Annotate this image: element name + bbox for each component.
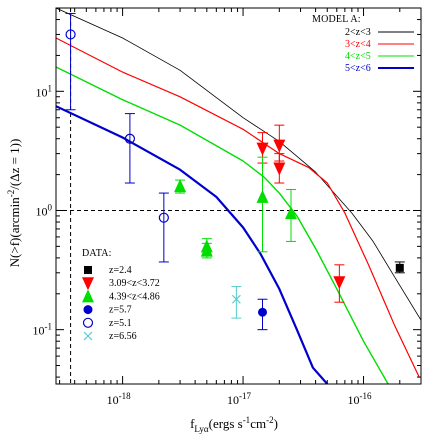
model-legend-label: 2<z<3 <box>345 27 371 38</box>
point-marker <box>124 133 136 144</box>
point-marker <box>65 29 76 40</box>
axes: 10-18 10-17 10-16 10-1 100 101 <box>33 7 422 407</box>
data-point <box>158 192 169 263</box>
y-tick-label: 100 <box>36 202 53 218</box>
model-legend-label: 4<z<5 <box>345 51 371 62</box>
data-legend-marker <box>84 266 92 274</box>
x-tick-label: 10-17 <box>227 391 251 407</box>
data-point <box>284 188 297 242</box>
point-marker <box>395 263 404 272</box>
model-legend-title: MODEL A: <box>312 14 361 25</box>
cross-stroke <box>83 331 93 341</box>
point-marker <box>273 139 286 153</box>
model-curve-0 <box>56 8 421 321</box>
y-axis-label: N(>f)(arcmin-2/(Δz = 1)) <box>6 139 22 268</box>
data-point <box>256 156 269 253</box>
data-point <box>231 286 242 319</box>
point-marker <box>333 276 346 290</box>
data-legend: DATA: z=2.4 3.09<z<3.72 4.39<z<4.86 z=5.7 z=5… <box>82 248 160 342</box>
data-legend-marker <box>82 277 94 291</box>
data-legend-label: 4.39<z<4.86 <box>109 291 160 302</box>
model-legend-label: 5<z<6 <box>345 63 371 74</box>
point-marker <box>257 307 267 317</box>
point-marker <box>200 243 213 257</box>
data-legend-label: z=2.4 <box>109 265 132 276</box>
data-point <box>174 179 187 194</box>
data-point <box>200 242 213 259</box>
y-tick-label: 101 <box>36 83 53 99</box>
model-curve-3 <box>56 105 329 384</box>
data-point <box>124 113 136 184</box>
data-legend-label: z=5.1 <box>109 318 132 329</box>
model-curves <box>56 8 421 384</box>
point-marker <box>158 212 169 223</box>
data-legend-title: DATA: <box>82 248 112 259</box>
point-marker <box>273 162 286 176</box>
point-marker <box>256 142 269 156</box>
reference-lines <box>56 8 421 384</box>
data-points <box>65 12 405 331</box>
model-curve-2 <box>56 66 389 384</box>
point-marker <box>174 179 187 193</box>
data-legend-marker <box>83 331 93 341</box>
data-legend-label: z=5.7 <box>109 305 132 316</box>
model-curve-1 <box>56 37 420 378</box>
data-legend-marker <box>82 317 94 328</box>
data-point <box>273 153 286 184</box>
x-tick-label: 10-16 <box>348 391 372 407</box>
model-legend: MODEL A: 2<z<33<z<44<z<55<z<6 <box>312 14 414 74</box>
point-marker <box>256 189 269 203</box>
cross-stroke <box>231 294 241 304</box>
data-legend-label: 3.09<z<3.72 <box>109 278 160 289</box>
x-axis-label: fLyα(ergs s-1cm-2) <box>190 415 278 434</box>
data-point <box>394 261 405 274</box>
data-legend-marker <box>83 305 93 315</box>
x-tick-label: 10-18 <box>107 391 131 407</box>
model-legend-label: 3<z<4 <box>345 39 371 50</box>
point-marker <box>284 206 297 220</box>
data-point <box>333 264 346 303</box>
y-tick-label: 10-1 <box>33 322 53 338</box>
plot-frame <box>55 7 422 385</box>
data-legend-marker <box>82 289 94 303</box>
data-point <box>65 12 76 111</box>
data-point <box>257 298 268 331</box>
point-marker <box>231 294 241 304</box>
data-legend-label: z=6.56 <box>109 331 137 342</box>
